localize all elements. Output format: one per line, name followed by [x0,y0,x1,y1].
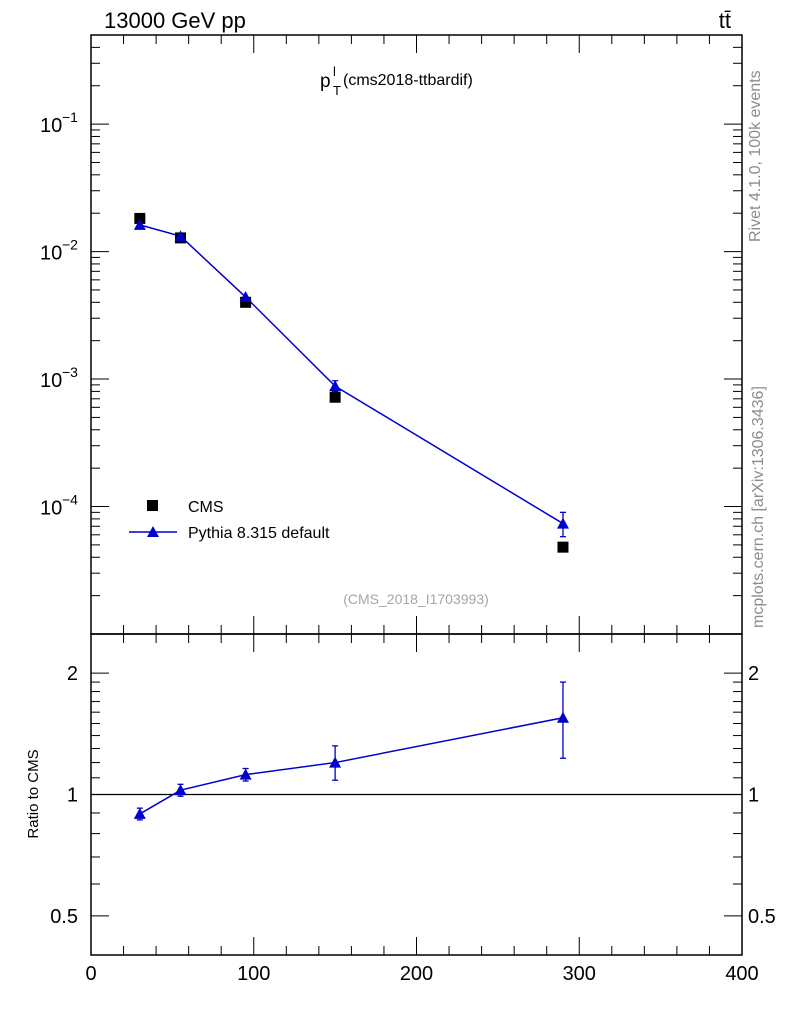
ratio-ytick-label-left: 1 [67,785,78,807]
ratio-xtick-label: 200 [400,963,433,985]
main-ytick-exponent: −2 [62,237,78,253]
pythia-point [329,380,342,392]
pythia-point [133,218,146,230]
ratio-data-marks [133,681,569,821]
main-ytick-exponent: −1 [62,109,78,125]
main-axis-ticks: 10−110−210−310−4 [40,34,743,635]
ratio-line [139,716,564,815]
ratio-ytick-label-right: 2 [748,663,759,685]
mcplots-label: mcplots.cern.ch [arXiv:1306.3436] [750,386,767,628]
title-rest: (cms2018-ttbardif) [343,72,473,89]
title-main: p [320,71,331,92]
title-sub: T [333,83,341,98]
legend-pythia-marker [147,526,159,537]
main-data-marks [133,212,569,553]
cms-point [557,541,569,553]
legend-cms-marker [147,500,158,511]
main-ytick-label: 10 [40,370,62,392]
ratio-point [556,711,569,723]
energy-label: 13000 GeV pp [104,8,246,33]
ratio-xtick-label: 0 [85,963,96,985]
pythia-point [174,230,187,242]
legend-pythia-label: Pythia 8.315 default [188,525,330,542]
pythia-line [139,224,564,525]
main-ytick-label: 10 [40,498,62,520]
legend-cms-label: CMS [188,499,224,516]
main-ytick-label: 10 [40,243,62,265]
pythia-point [556,517,569,529]
main-panel-frame [90,34,743,635]
ratio-point [329,756,342,768]
ratio-xtick-label: 100 [237,963,270,985]
title-sup: l [333,64,336,79]
ratio-ytick-label-left: 0.5 [50,906,78,928]
pythia-point [239,291,252,303]
ratio-point [239,768,252,780]
ratio-ytick-label-right: 0.5 [748,906,776,928]
process-label: tt̄ [719,8,731,33]
cms-point [329,391,341,403]
ratio-ytick-label-left: 2 [67,663,78,685]
ratio-axis-ticks: 0 100 200 300 400 0.5 0.5 1 1 2 2 [50,634,776,985]
legend: CMS Pythia 8.315 default [129,499,330,542]
ratio-xtick-label: 300 [563,963,596,985]
rivet-version-label: Rivet 4.1.0, 100k events [747,70,764,242]
cms-point [240,296,252,308]
analysis-watermark: (CMS_2018_I1703993) [343,591,489,607]
cms-point [134,212,146,224]
ratio-point [174,784,187,796]
ratio-xtick-label: 400 [725,963,758,985]
ratio-point [133,807,146,819]
ratio-ytick-label-right: 1 [748,785,759,807]
ratio-ylabel: Ratio to CMS [25,749,42,838]
main-ytick-exponent: −3 [62,364,78,380]
main-ytick-label: 10 [40,115,62,137]
main-title: p l T (cms2018-ttbardif) [320,64,473,98]
main-ytick-exponent: −4 [62,492,78,508]
